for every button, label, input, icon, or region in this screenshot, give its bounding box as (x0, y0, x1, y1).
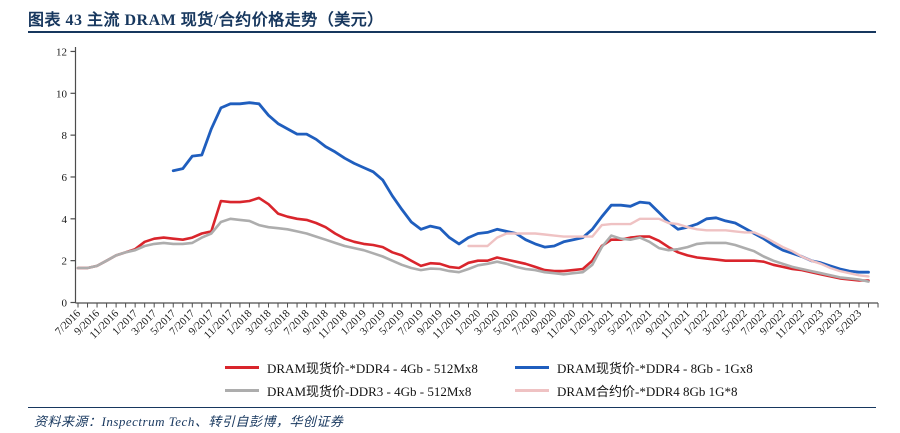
svg-text:0: 0 (62, 298, 68, 310)
figure-title: 图表 43 主流 DRAM 现货/合约价格走势（美元） (28, 12, 384, 29)
svg-text:8: 8 (62, 130, 68, 142)
svg-text:2: 2 (62, 256, 68, 268)
chart-legend-column-right: DRAM现货价-*DDR4 - 8Gb - 1Gx8 DRAM合约价-*DDR4… (515, 356, 753, 402)
chart-legend-column-left: DRAM现货价-*DDR4 - 4Gb - 512Mx8 DRAM现货价-DDR… (225, 356, 478, 402)
svg-text:4: 4 (62, 214, 68, 226)
legend-item-ddr3-4gb-spot: DRAM现货价-DDR3 - 4Gb - 512Mx8 (225, 379, 478, 402)
source-note: 资料来源：Inspectrum Tech、转引自彭博，华创证券 (34, 414, 344, 429)
svg-text:10: 10 (56, 88, 68, 100)
legend-item-ddr4-8gb-contract: DRAM合约价-*DDR4 8Gb 1G*8 (515, 379, 753, 402)
legend-swatch-pink-line (515, 389, 549, 392)
svg-text:6: 6 (62, 172, 68, 184)
legend-label: DRAM现货价-DDR3 - 4Gb - 512Mx8 (267, 384, 472, 399)
footer-divider (28, 407, 876, 408)
legend-label: DRAM合约价-*DDR4 8Gb 1G*8 (557, 384, 738, 399)
legend-item-ddr4-4gb-spot: DRAM现货价-*DDR4 - 4Gb - 512Mx8 (225, 356, 478, 379)
legend-swatch-blue-line (515, 366, 549, 369)
legend-swatch-gray-line (225, 389, 259, 392)
svg-text:12: 12 (56, 46, 67, 58)
legend-label: DRAM现货价-*DDR4 - 4Gb - 512Mx8 (267, 361, 478, 376)
legend-swatch-red-line (225, 366, 259, 369)
title-divider (28, 31, 876, 33)
legend-item-ddr4-8gb-spot: DRAM现货价-*DDR4 - 8Gb - 1Gx8 (515, 356, 753, 379)
legend-label: DRAM现货价-*DDR4 - 8Gb - 1Gx8 (557, 361, 753, 376)
